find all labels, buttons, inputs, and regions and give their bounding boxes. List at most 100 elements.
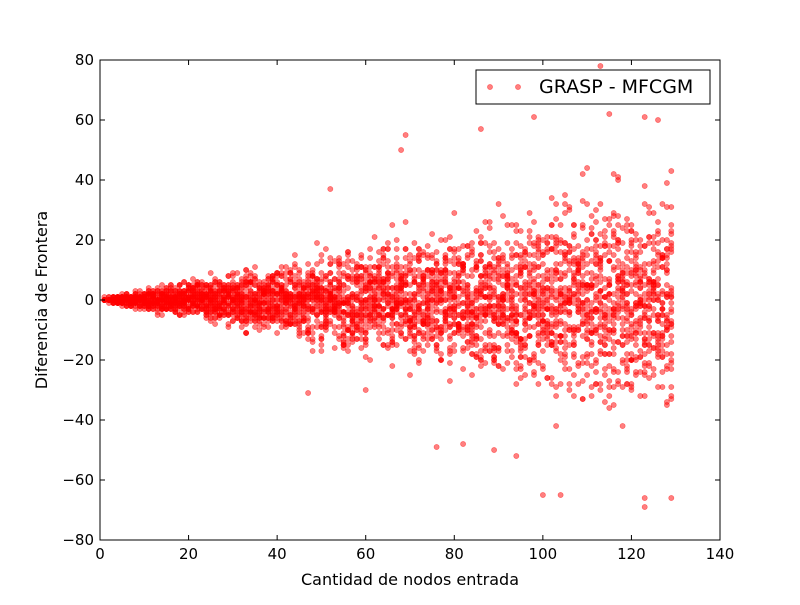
data-point <box>610 327 617 333</box>
data-point <box>562 339 568 345</box>
data-point <box>367 312 373 318</box>
data-point <box>247 288 254 294</box>
data-point <box>602 252 608 258</box>
legend: GRASP - MFCGM <box>475 69 711 105</box>
data-point <box>668 366 675 372</box>
data-point <box>606 318 613 324</box>
data-point <box>504 285 511 291</box>
data-point <box>562 270 568 276</box>
data-point <box>469 240 475 246</box>
data-point <box>424 330 431 336</box>
data-point <box>411 351 418 357</box>
data-point <box>477 234 484 240</box>
data-point <box>283 282 289 288</box>
data-point <box>256 312 263 318</box>
data-point <box>486 330 493 336</box>
data-point <box>659 288 666 294</box>
data-point <box>424 273 431 279</box>
data-point <box>291 273 298 279</box>
data-point <box>526 210 533 216</box>
data-point <box>646 324 652 330</box>
data-point <box>367 255 373 261</box>
data-point <box>362 267 369 273</box>
data-point <box>508 336 515 342</box>
data-point <box>557 381 564 387</box>
data-point <box>234 315 241 321</box>
data-point <box>557 237 564 243</box>
data-point-outlier <box>402 132 409 138</box>
data-point <box>287 276 294 282</box>
data-point <box>571 372 577 378</box>
data-point <box>389 273 396 279</box>
data-point <box>393 342 400 348</box>
data-point <box>225 303 232 309</box>
data-point <box>517 261 524 267</box>
data-point <box>646 318 652 324</box>
data-point <box>641 351 648 357</box>
data-point <box>650 234 657 240</box>
data-point <box>473 315 480 321</box>
data-point <box>486 243 493 249</box>
data-point <box>659 300 666 306</box>
data-point <box>619 342 626 348</box>
data-point <box>486 306 493 312</box>
data-point-outlier <box>460 441 466 447</box>
data-point <box>460 270 466 276</box>
data-point <box>553 393 559 399</box>
data-point <box>619 240 626 246</box>
data-point <box>535 282 542 288</box>
data-point <box>584 237 590 243</box>
data-point <box>544 276 551 282</box>
data-point <box>491 249 497 255</box>
data-point <box>380 252 387 258</box>
data-point <box>655 240 661 246</box>
data-point <box>362 354 369 360</box>
data-point <box>446 234 453 240</box>
data-point <box>588 321 595 327</box>
data-point <box>469 252 475 258</box>
data-point <box>593 369 599 375</box>
data-point <box>491 291 497 297</box>
data-point <box>433 306 440 312</box>
data-point <box>345 342 351 348</box>
data-point <box>384 258 391 264</box>
data-point <box>309 273 316 279</box>
data-point <box>655 231 661 237</box>
legend-marker-2 <box>515 84 521 90</box>
data-point <box>641 339 648 345</box>
data-point <box>553 306 559 312</box>
data-point <box>433 318 440 324</box>
data-point-outlier <box>606 111 613 117</box>
data-point <box>668 360 675 366</box>
data-point <box>624 291 630 297</box>
data-point <box>597 339 604 345</box>
data-point <box>517 255 524 261</box>
data-point <box>659 384 666 390</box>
data-point <box>451 315 458 321</box>
data-point <box>353 267 360 273</box>
data-point <box>318 258 325 264</box>
data-point <box>637 321 644 327</box>
data-point <box>628 384 635 390</box>
data-point <box>398 330 404 336</box>
data-point <box>566 309 573 315</box>
data-point <box>420 249 427 255</box>
data-point <box>287 270 294 276</box>
data-point <box>477 252 484 258</box>
data-point <box>340 339 347 345</box>
data-point <box>411 240 418 246</box>
data-point <box>562 351 568 357</box>
data-point <box>624 255 630 261</box>
data-point <box>659 354 666 360</box>
data-point <box>424 312 431 318</box>
data-point <box>212 321 218 327</box>
data-point <box>579 300 586 306</box>
data-point <box>460 333 466 339</box>
data-point <box>615 174 621 180</box>
data-point <box>491 333 497 339</box>
data-point <box>602 228 608 234</box>
data-point <box>548 381 555 387</box>
data-point <box>460 279 466 285</box>
data-point <box>575 303 582 309</box>
data-point <box>145 285 152 291</box>
